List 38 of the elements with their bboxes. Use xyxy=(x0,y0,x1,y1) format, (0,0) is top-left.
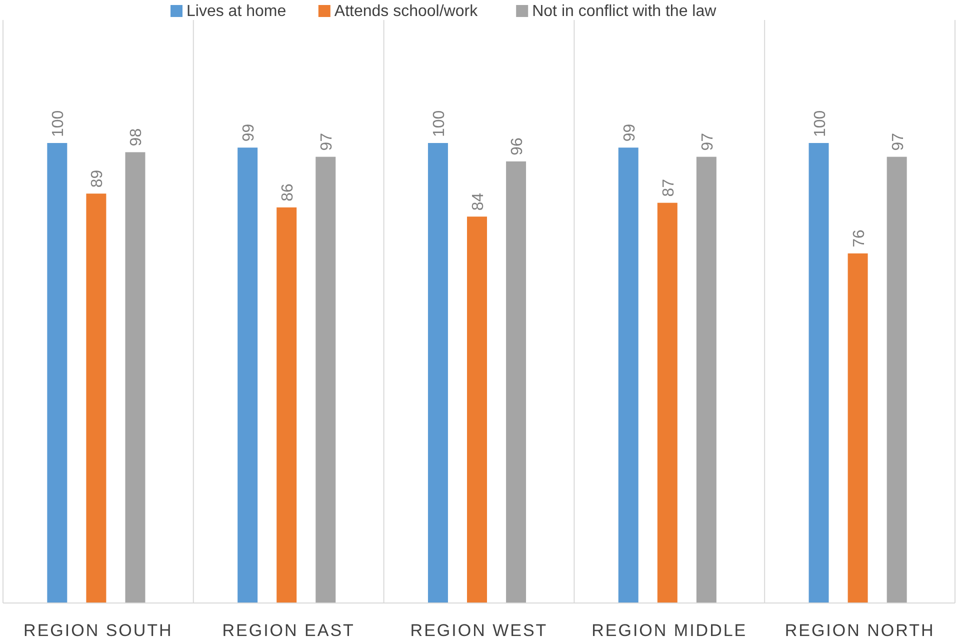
bar xyxy=(428,143,448,603)
data-label: 99 xyxy=(240,124,258,142)
data-label: 100 xyxy=(430,110,448,137)
x-tick-label: REGION MIDDLE xyxy=(592,621,748,640)
legend-label: Attends school/work xyxy=(334,3,479,20)
data-label: 100 xyxy=(50,110,68,137)
data-label: 76 xyxy=(850,230,868,248)
data-label: 97 xyxy=(890,132,907,151)
bar xyxy=(618,148,638,603)
bar xyxy=(506,161,526,603)
bar xyxy=(276,207,297,603)
x-tick-label: REGION WEST xyxy=(410,621,548,640)
bar xyxy=(47,143,68,603)
data-label: 86 xyxy=(280,184,297,202)
bar xyxy=(467,216,487,603)
data-label: 96 xyxy=(509,138,526,156)
bar xyxy=(808,143,829,603)
bar xyxy=(125,152,146,603)
x-tick-label: REGION EAST xyxy=(222,621,355,640)
data-label: 100 xyxy=(812,110,829,137)
bar xyxy=(886,156,907,603)
bar xyxy=(848,253,868,603)
bar xyxy=(316,156,336,603)
data-label: 89 xyxy=(89,170,106,188)
x-tick-label: REGION NORTH xyxy=(784,621,935,640)
data-label: 98 xyxy=(128,128,146,146)
legend-label: Lives at home xyxy=(186,3,286,20)
data-label: 97 xyxy=(699,132,716,151)
data-label: 99 xyxy=(621,124,638,142)
data-label: 87 xyxy=(660,178,678,197)
bar xyxy=(238,148,258,603)
bar xyxy=(657,202,678,603)
data-label: 97 xyxy=(318,132,336,151)
bar xyxy=(696,156,716,603)
x-tick-label: REGION SOUTH xyxy=(24,621,173,640)
data-label: 84 xyxy=(470,192,487,211)
legend-label: Not in conflict with the law xyxy=(532,3,717,20)
bar xyxy=(86,194,106,603)
